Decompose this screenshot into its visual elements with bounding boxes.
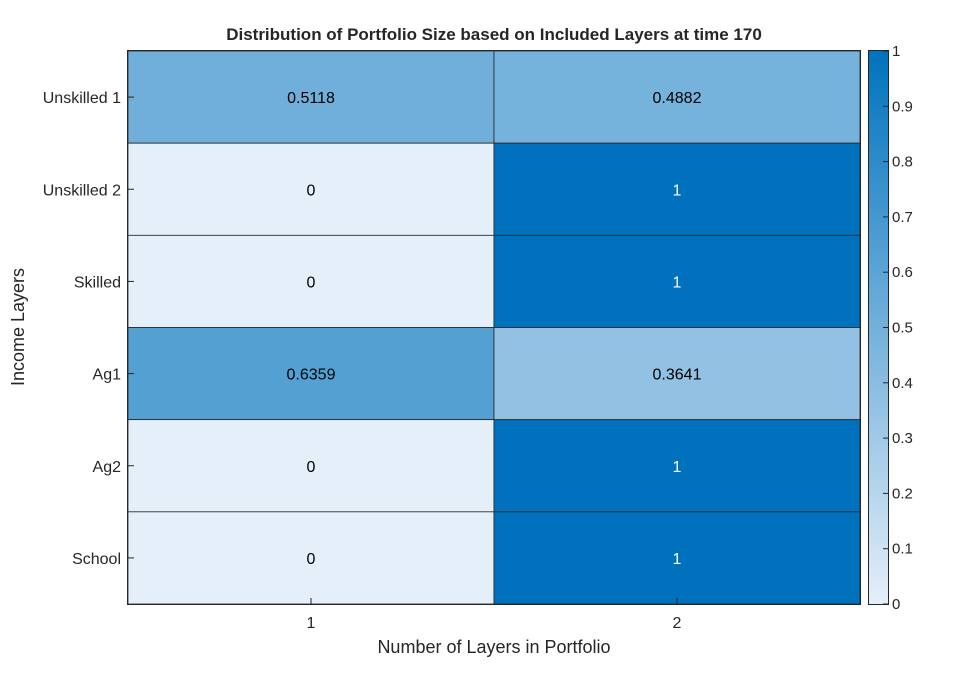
colorbar-tick-label: 0.9 (892, 98, 913, 115)
heatmap-cells (127, 50, 861, 605)
y-tick-label: Ag1 (93, 367, 122, 384)
colorbar-tick-label: 1 (892, 43, 900, 60)
colorbar-tick-label: 0 (892, 596, 900, 613)
chart-title: Distribution of Portfolio Size based on … (226, 25, 762, 44)
heatmap-cell (493, 142, 861, 236)
heatmap-cell (127, 327, 495, 421)
colorbar-tick-label: 0.8 (892, 154, 913, 171)
colorbar-tick-label: 0.5 (892, 320, 913, 337)
heatmap-cell-label: 0.5118 (287, 90, 335, 107)
colorbar-tick-label: 0.4 (892, 375, 913, 392)
heatmap-cell-labels: 0.5118 0.4882 0 1 0 1 0.6359 0.3641 0 1 0 1 (287, 90, 702, 568)
y-tick-label: Skilled (74, 274, 121, 291)
colorbar-ticks: 0 0.1 0.2 0.3 0.4 0.5 0.6 0.7 0.8 0.9 1 (883, 43, 913, 613)
heatmap-cell (493, 234, 861, 328)
x-tick-label: 2 (673, 615, 682, 632)
heatmap-cell-label: 1 (673, 459, 682, 476)
heatmap-cell-label: 1 (673, 182, 682, 199)
colorbar-tick-label: 0.1 (892, 541, 913, 558)
x-tick-label: 1 (307, 615, 316, 632)
y-tick-label: School (72, 551, 121, 568)
heatmap-cell (127, 234, 495, 328)
y-tick-label: Ag2 (93, 459, 122, 476)
x-axis-label: Number of Layers in Portfolio (377, 637, 610, 657)
heatmap-cell-label: 0 (307, 459, 316, 476)
heatmap-cell (493, 327, 861, 421)
colorbar (868, 50, 889, 605)
y-axis-tick-labels: Unskilled 1 Unskilled 2 Skilled Ag1 Ag2 Schoo… (43, 90, 134, 568)
heatmap-cell (493, 50, 861, 144)
plot-frame (127, 50, 861, 605)
y-tick-label: Unskilled 1 (43, 90, 121, 107)
heatmap-cell-label: 0 (307, 274, 316, 291)
heatmap-cell-label: 1 (673, 551, 682, 568)
heatmap-cell-label: 0.4882 (653, 90, 702, 107)
colorbar-tick-label: 0.3 (892, 430, 913, 447)
heatmap-cell (493, 419, 861, 513)
y-axis-label: Income Layers (8, 268, 28, 386)
heatmap-cell (127, 142, 495, 236)
heatmap-cell-label: 0 (307, 551, 316, 568)
heatmap-cell-label: 1 (673, 274, 682, 291)
heatmap-cell-label: 0.3641 (653, 367, 702, 384)
heatmap-cell (493, 511, 861, 605)
y-tick-label: Unskilled 2 (43, 182, 121, 199)
colorbar-tick-label: 0.6 (892, 264, 913, 281)
heatmap-cell-label: 0.6359 (287, 367, 336, 384)
heatmap-cell-label: 0 (307, 182, 316, 199)
colorbar-tick-label: 0.2 (892, 485, 913, 502)
heatmap-cell (127, 50, 495, 144)
colorbar-tick-label: 0.7 (892, 209, 913, 226)
